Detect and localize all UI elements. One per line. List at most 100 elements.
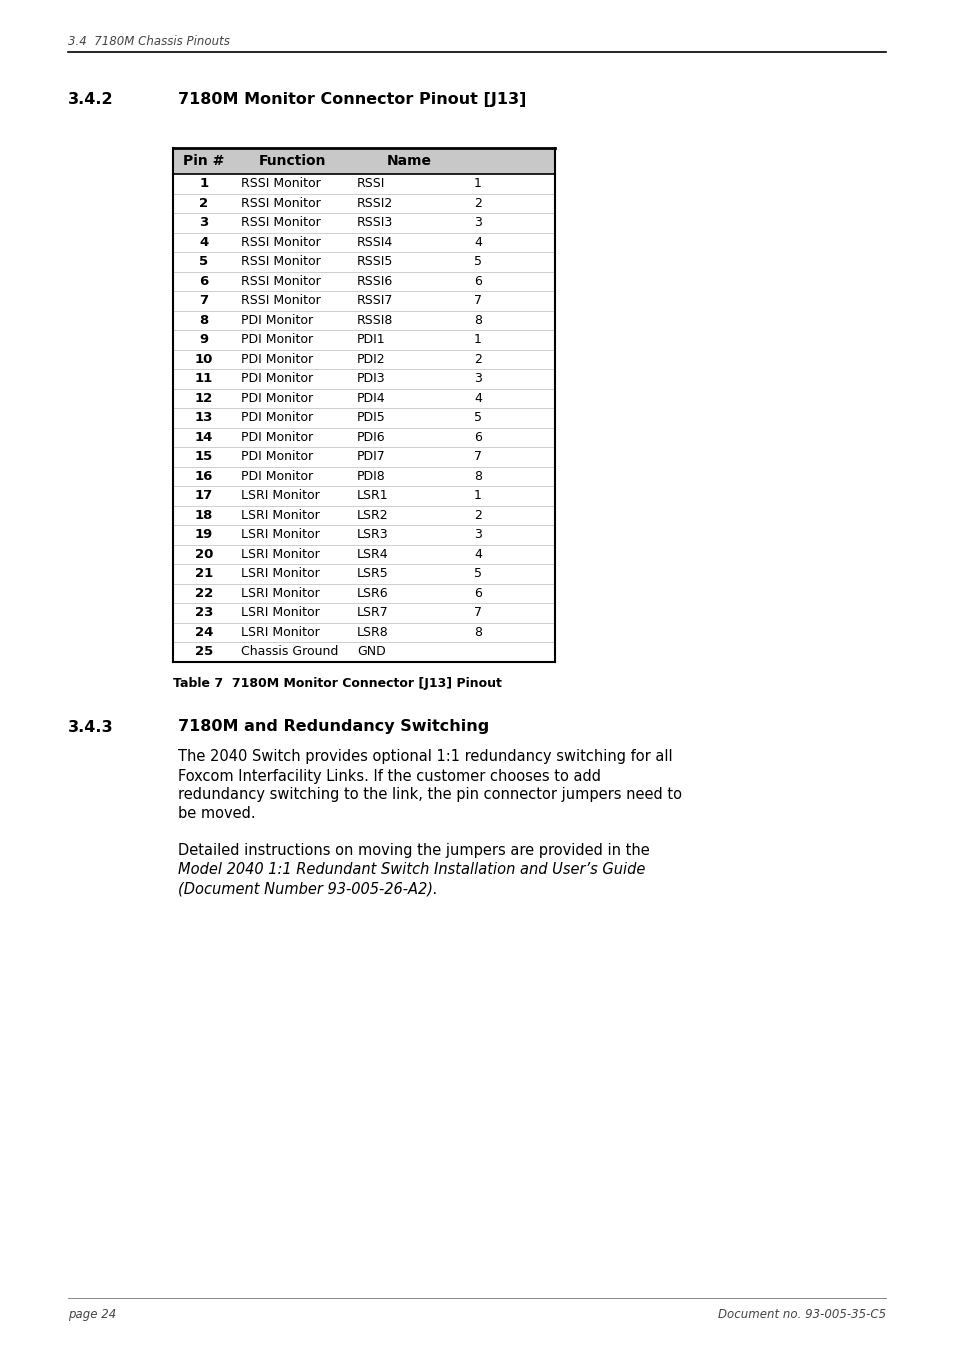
Text: RSSI Monitor: RSSI Monitor — [241, 216, 320, 230]
Text: LSRI Monitor: LSRI Monitor — [241, 528, 319, 541]
Text: RSSI5: RSSI5 — [356, 255, 393, 269]
Text: RSSI Monitor: RSSI Monitor — [241, 177, 320, 190]
Text: LSRI Monitor: LSRI Monitor — [241, 489, 319, 502]
Text: PDI Monitor: PDI Monitor — [241, 352, 313, 366]
Text: PDI5: PDI5 — [356, 412, 385, 424]
Text: 1: 1 — [474, 333, 481, 346]
Text: GND: GND — [356, 645, 385, 659]
Text: redundancy switching to the link, the pin connector jumpers need to: redundancy switching to the link, the pi… — [178, 787, 681, 802]
Text: 5: 5 — [474, 412, 481, 424]
Text: 6: 6 — [199, 275, 209, 288]
Text: PDI Monitor: PDI Monitor — [241, 392, 313, 405]
Text: 12: 12 — [194, 392, 213, 405]
Text: 6: 6 — [474, 587, 481, 599]
Text: RSSI7: RSSI7 — [356, 294, 393, 308]
Text: (Document Number 93-005-26-A2).: (Document Number 93-005-26-A2). — [178, 882, 437, 896]
Text: 4: 4 — [474, 236, 481, 248]
Text: PDI Monitor: PDI Monitor — [241, 313, 313, 327]
Text: 2: 2 — [474, 352, 481, 366]
Text: Foxcom Interfacility Links. If the customer chooses to add: Foxcom Interfacility Links. If the custo… — [178, 768, 600, 783]
Text: 6: 6 — [474, 275, 481, 288]
Text: 1: 1 — [199, 177, 209, 190]
Text: page 24: page 24 — [68, 1308, 116, 1322]
Text: RSSI3: RSSI3 — [356, 216, 393, 230]
Text: RSSI2: RSSI2 — [356, 197, 393, 209]
Text: 5: 5 — [474, 255, 481, 269]
Text: Pin #: Pin # — [183, 154, 225, 167]
Text: LSR4: LSR4 — [356, 548, 388, 560]
Text: RSSI Monitor: RSSI Monitor — [241, 197, 320, 209]
Text: 1: 1 — [474, 177, 481, 190]
Text: 3.4  7180M Chassis Pinouts: 3.4 7180M Chassis Pinouts — [68, 35, 230, 49]
Text: RSSI Monitor: RSSI Monitor — [241, 294, 320, 308]
Text: 3: 3 — [199, 216, 209, 230]
Text: 1: 1 — [474, 489, 481, 502]
Text: 16: 16 — [194, 470, 213, 483]
Text: 2: 2 — [474, 197, 481, 209]
Text: LSRI Monitor: LSRI Monitor — [241, 587, 319, 599]
Text: PDI Monitor: PDI Monitor — [241, 373, 313, 385]
Text: 8: 8 — [474, 626, 481, 639]
Text: 4: 4 — [199, 236, 209, 248]
Text: 25: 25 — [194, 645, 213, 659]
Text: Model 2040 1:1 Redundant Switch Installation and User’s Guide: Model 2040 1:1 Redundant Switch Installa… — [178, 863, 644, 878]
Text: 20: 20 — [194, 548, 213, 560]
Text: 22: 22 — [194, 587, 213, 599]
Text: 7: 7 — [474, 606, 481, 620]
Text: 17: 17 — [194, 489, 213, 502]
Text: PDI1: PDI1 — [356, 333, 385, 346]
Text: RSSI: RSSI — [356, 177, 385, 190]
Text: 3: 3 — [474, 216, 481, 230]
Text: LSR5: LSR5 — [356, 567, 388, 580]
Text: be moved.: be moved. — [178, 806, 255, 822]
Text: RSSI Monitor: RSSI Monitor — [241, 275, 320, 288]
Bar — [172, 148, 555, 174]
Text: 8: 8 — [474, 470, 481, 483]
Text: 14: 14 — [194, 431, 213, 444]
Text: 18: 18 — [194, 509, 213, 521]
Text: LSR2: LSR2 — [356, 509, 388, 521]
Text: 3.4.2: 3.4.2 — [68, 92, 113, 107]
Text: 7180M and Redundancy Switching: 7180M and Redundancy Switching — [178, 720, 489, 734]
Text: 19: 19 — [194, 528, 213, 541]
Text: 9: 9 — [199, 333, 209, 346]
Text: LSRI Monitor: LSRI Monitor — [241, 626, 319, 639]
Text: PDI Monitor: PDI Monitor — [241, 451, 313, 463]
Text: 3: 3 — [474, 528, 481, 541]
Text: 3: 3 — [474, 373, 481, 385]
Text: LSRI Monitor: LSRI Monitor — [241, 509, 319, 521]
Text: LSR7: LSR7 — [356, 606, 388, 620]
Text: 5: 5 — [199, 255, 209, 269]
Text: PDI Monitor: PDI Monitor — [241, 431, 313, 444]
Text: Chassis Ground: Chassis Ground — [241, 645, 338, 659]
Text: 8: 8 — [199, 313, 209, 327]
Text: Function: Function — [259, 154, 327, 167]
Text: 2: 2 — [199, 197, 209, 209]
Text: PDI2: PDI2 — [356, 352, 385, 366]
Text: Name: Name — [387, 154, 432, 167]
Text: RSSI Monitor: RSSI Monitor — [241, 236, 320, 248]
Text: 24: 24 — [194, 626, 213, 639]
Text: Table 7  7180M Monitor Connector [J13] Pinout: Table 7 7180M Monitor Connector [J13] Pi… — [172, 678, 501, 690]
Text: Document no. 93-005-35-C5: Document no. 93-005-35-C5 — [717, 1308, 885, 1322]
Text: PDI Monitor: PDI Monitor — [241, 333, 313, 346]
Text: LSRI Monitor: LSRI Monitor — [241, 548, 319, 560]
Text: 8: 8 — [474, 313, 481, 327]
Text: PDI7: PDI7 — [356, 451, 385, 463]
Text: PDI Monitor: PDI Monitor — [241, 470, 313, 483]
Text: 5: 5 — [474, 567, 481, 580]
Text: 13: 13 — [194, 412, 213, 424]
Text: 6: 6 — [474, 431, 481, 444]
Text: LSR1: LSR1 — [356, 489, 388, 502]
Text: 11: 11 — [194, 373, 213, 385]
Text: The 2040 Switch provides optional 1:1 redundancy switching for all: The 2040 Switch provides optional 1:1 re… — [178, 749, 672, 764]
Text: RSSI4: RSSI4 — [356, 236, 393, 248]
Text: LSR8: LSR8 — [356, 626, 388, 639]
Text: 4: 4 — [474, 392, 481, 405]
Text: RSSI Monitor: RSSI Monitor — [241, 255, 320, 269]
Text: 2: 2 — [474, 509, 481, 521]
Text: 4: 4 — [474, 548, 481, 560]
Text: 15: 15 — [194, 451, 213, 463]
Text: RSSI8: RSSI8 — [356, 313, 393, 327]
Text: 7180M Monitor Connector Pinout [J13]: 7180M Monitor Connector Pinout [J13] — [178, 92, 526, 107]
